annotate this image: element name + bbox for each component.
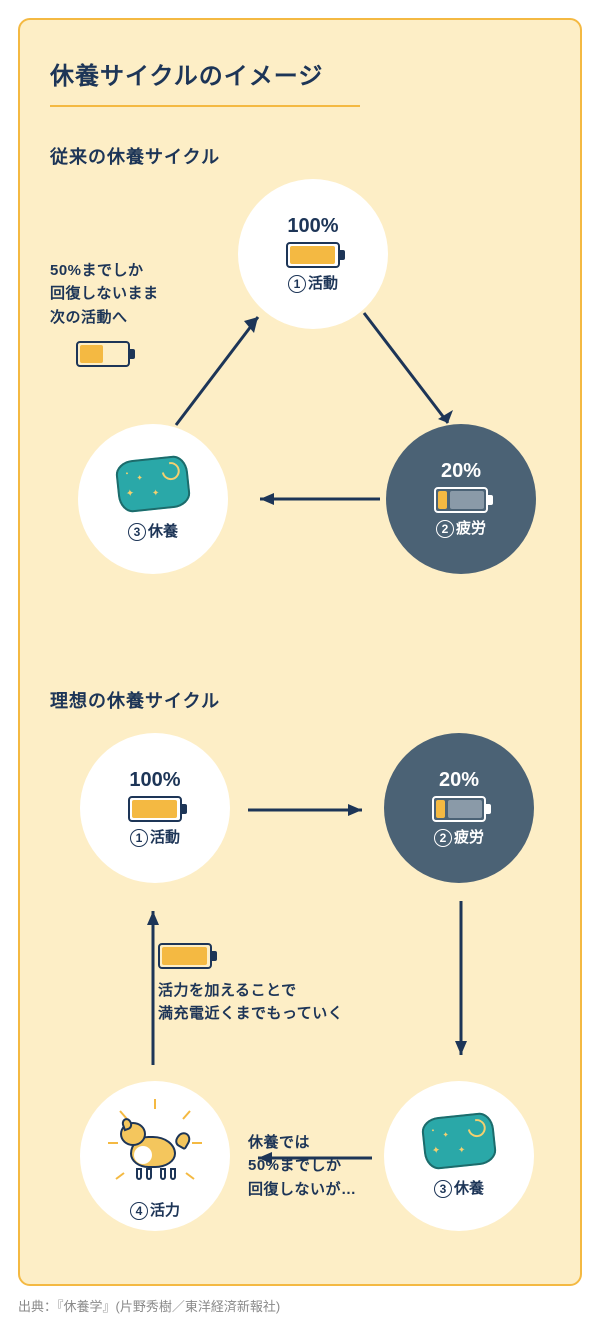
node-activity-label: 1活動 bbox=[288, 272, 338, 293]
node-fatigue-label: 2疲労 bbox=[434, 826, 484, 847]
cycle-conventional: 50%までしか 回復しないまま 次の活動へ 100% 1活動 20% 2疲労 bbox=[50, 169, 550, 639]
source-citation: 出典：『休養学』(片野秀樹／東洋経済新報社) bbox=[18, 1296, 280, 1315]
arrow-vitality-to-activity bbox=[138, 893, 168, 1078]
node-vitality: 4活力 bbox=[80, 1081, 230, 1231]
node-fatigue-pct: 20% bbox=[439, 769, 479, 792]
node-rest-label: 3休養 bbox=[128, 520, 178, 541]
main-title: 休養サイクルのイメージ bbox=[50, 56, 360, 107]
node-fatigue-pct: 20% bbox=[441, 460, 481, 483]
arrow-activity-to-fatigue bbox=[240, 795, 380, 830]
arrow-activity-to-fatigue bbox=[356, 305, 466, 450]
infographic-panel: 休養サイクルのイメージ 従来の休養サイクル 50%までしか 回復しないまま 次の… bbox=[18, 18, 582, 1286]
node-rest: ✦✦✦• 3休養 bbox=[384, 1081, 534, 1231]
arrow-rest-to-activity bbox=[166, 305, 276, 450]
battery-icon-low bbox=[434, 487, 488, 513]
battery-icon-full bbox=[128, 796, 182, 822]
arrow-fatigue-to-rest bbox=[446, 893, 476, 1078]
subtitle-ideal: 理想の休養サイクル bbox=[50, 687, 550, 713]
pillow-icon: ✦✦✦• bbox=[114, 454, 191, 513]
arrow-rest-to-vitality bbox=[240, 1143, 380, 1178]
arrow-fatigue-to-rest bbox=[240, 484, 390, 519]
node-activity: 100% 1活動 bbox=[80, 733, 230, 883]
battery-icon-full bbox=[286, 242, 340, 268]
node-activity-pct: 100% bbox=[129, 769, 180, 792]
dog-icon bbox=[100, 1093, 210, 1203]
annotation-partial-recovery: 50%までしか 回復しないまま 次の活動へ bbox=[50, 259, 159, 329]
node-rest-label: 3休養 bbox=[434, 1177, 484, 1198]
node-fatigue: 20% 2疲労 bbox=[384, 733, 534, 883]
battery-icon-50pct bbox=[76, 341, 130, 367]
subtitle-conventional: 従来の休養サイクル bbox=[50, 143, 550, 169]
node-fatigue-label: 2疲労 bbox=[436, 517, 486, 538]
battery-icon-low bbox=[432, 796, 486, 822]
cycle-ideal: 100% 1活動 20% 2疲労 ✦✦✦• 3休養 bbox=[50, 713, 550, 1313]
node-activity-label: 1活動 bbox=[130, 826, 180, 847]
annotation-add-vitality: 活力を加えることで 満充電近くまでもっていく bbox=[158, 979, 343, 1026]
pillow-icon: ✦✦✦• bbox=[420, 1111, 497, 1170]
node-activity-pct: 100% bbox=[287, 215, 338, 238]
